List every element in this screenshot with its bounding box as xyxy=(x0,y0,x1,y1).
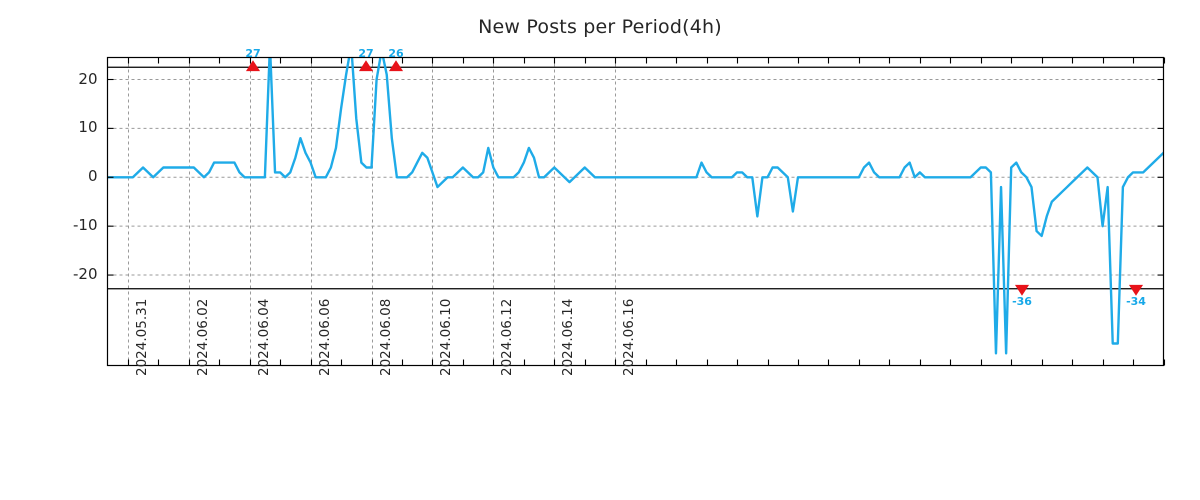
x-axis-tick-label: 2024.06.04 xyxy=(255,298,272,376)
peak-high-label: 27 xyxy=(358,47,374,61)
y-axis-tick-label: 10 xyxy=(78,118,98,137)
y-axis-tick-label: 20 xyxy=(78,69,98,88)
x-axis-tick-label: 2024.06.02 xyxy=(194,298,211,376)
y-axis-tick-label: -20 xyxy=(73,265,98,284)
x-axis-tick-label: 2024.05.31 xyxy=(133,298,150,376)
x-axis-tick-label: 2024.06.06 xyxy=(316,298,333,376)
peak-low-label: -34 xyxy=(1126,294,1146,308)
y-axis-tick-label: 0 xyxy=(87,167,98,186)
y-axis-tick-label: -10 xyxy=(73,216,98,235)
peak-high-label: 27 xyxy=(245,47,261,61)
x-axis-tick-label: 2024.06.10 xyxy=(438,298,455,376)
x-axis-tick-label: 2024.06.16 xyxy=(621,298,638,376)
peak-high-label: 26 xyxy=(388,47,404,61)
peak-low-label: -36 xyxy=(1012,294,1032,308)
x-axis-tick-label: 2024.06.14 xyxy=(560,298,577,376)
chart-title: New Posts per Period(4h) xyxy=(478,16,722,38)
x-axis-tick-label: 2024.06.08 xyxy=(377,298,394,376)
x-axis-tick-label: 2024.06.12 xyxy=(499,298,516,376)
